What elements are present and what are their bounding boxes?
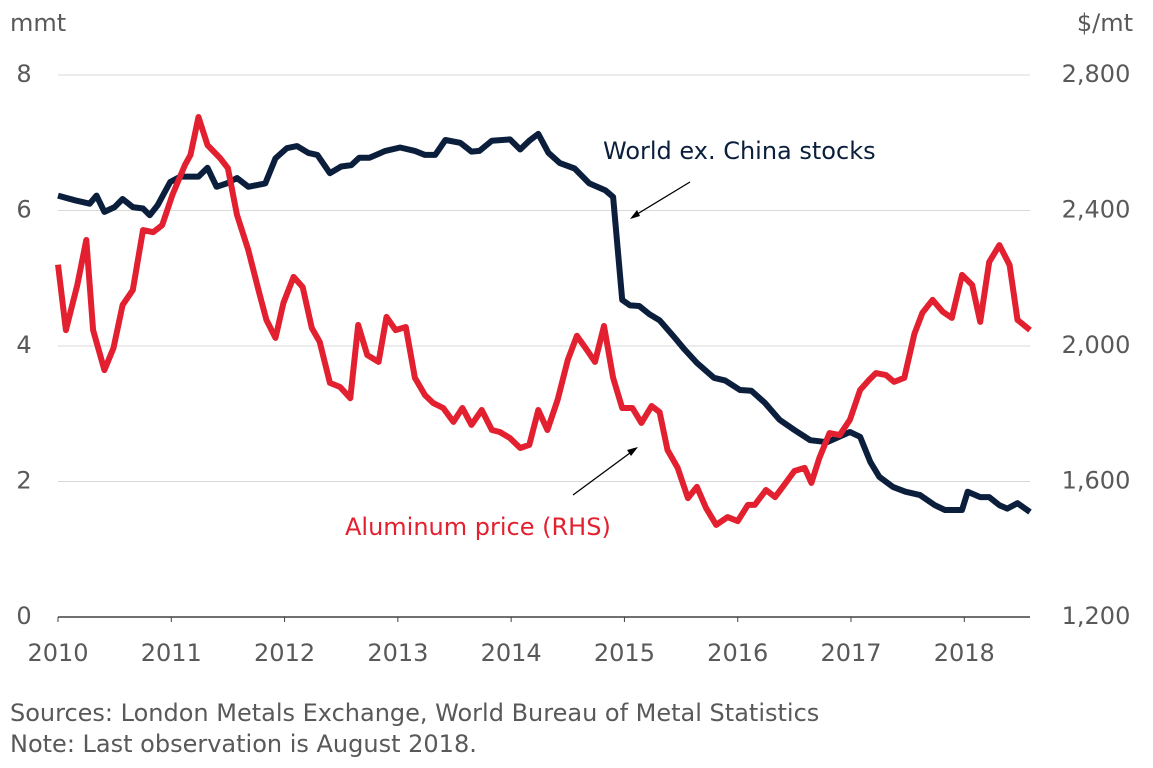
y-tick-label: 2 <box>16 467 31 495</box>
footer-note: Note: Last observation is August 2018. <box>10 730 477 758</box>
annotation-arrowhead <box>627 447 638 456</box>
y-tick-label: 6 <box>16 196 31 224</box>
annotation: Aluminum price (RHS) <box>345 513 611 541</box>
x-tick-label: 2013 <box>367 639 428 667</box>
y2-tick-label: 1,200 <box>1062 602 1131 630</box>
annotation-arrow <box>572 449 635 496</box>
annotation: World ex. China stocks <box>603 137 876 165</box>
y-axis-label: mmt <box>10 9 66 37</box>
series-line <box>55 114 1032 528</box>
y2-tick-label: 2,800 <box>1062 60 1131 88</box>
y-tick-label: 0 <box>16 602 31 630</box>
footer-sources: Sources: London Metals Exchange, World B… <box>10 699 819 727</box>
x-tick-label: 2018 <box>934 639 995 667</box>
x-tick-label: 2016 <box>707 639 768 667</box>
x-tick-label: 2010 <box>27 639 88 667</box>
y2-tick-label: 2,400 <box>1062 196 1131 224</box>
annotation-arrowhead <box>630 210 640 219</box>
series-line <box>57 130 1032 515</box>
y2-tick-label: 2,000 <box>1062 331 1131 359</box>
x-tick-label: 2017 <box>820 639 881 667</box>
x-tick-label: 2012 <box>254 639 315 667</box>
y-tick-label: 8 <box>16 60 31 88</box>
x-tick-label: 2014 <box>481 639 542 667</box>
y-tick-label: 4 <box>16 331 31 359</box>
y2-axis-label: $/mt <box>1077 9 1133 37</box>
x-tick-label: 2015 <box>594 639 655 667</box>
annotation-arrow <box>633 181 691 217</box>
x-tick-label: 2011 <box>141 639 202 667</box>
y2-tick-label: 1,600 <box>1062 467 1131 495</box>
